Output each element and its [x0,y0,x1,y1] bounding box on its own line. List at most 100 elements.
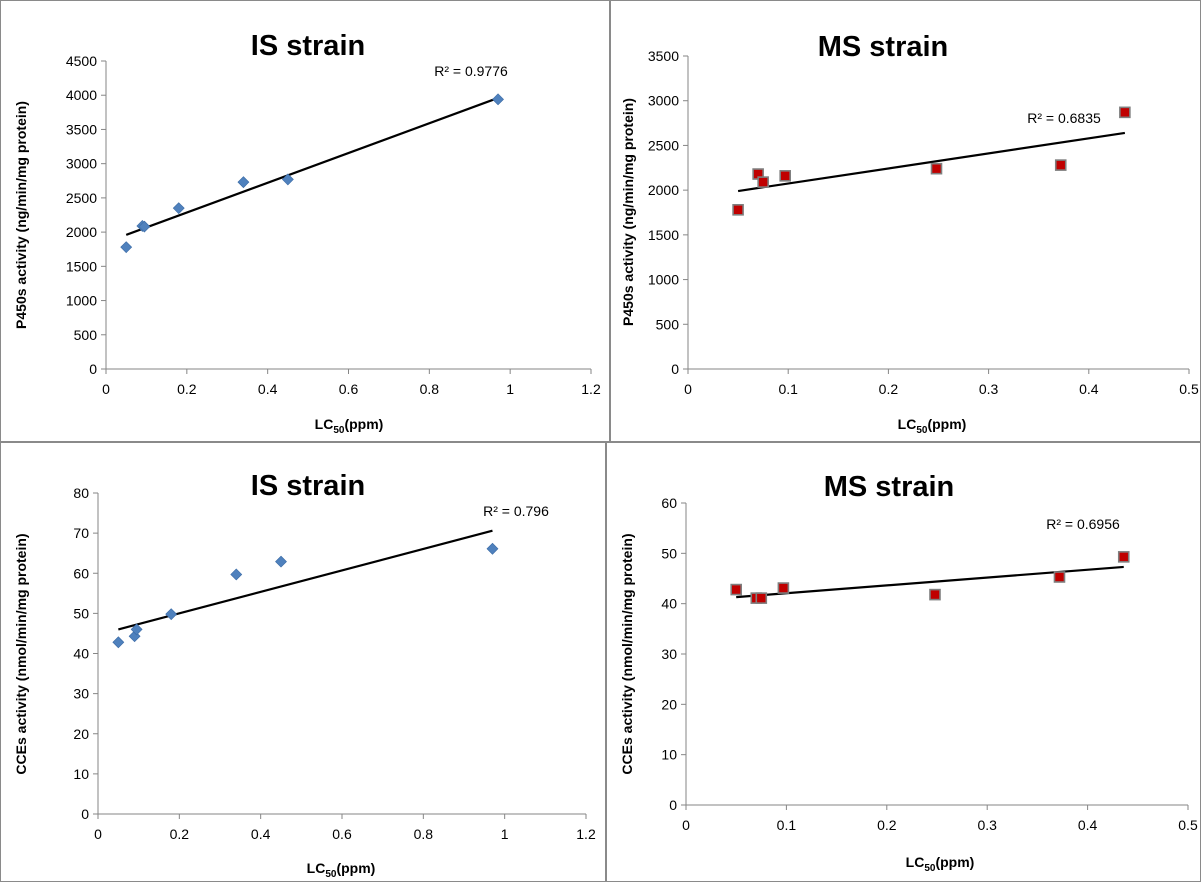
y-tick-label: 1000 [66,293,97,309]
x-axis-label: LC50(ppm) [315,416,384,436]
y-tick-label: 4000 [66,87,97,103]
data-point [112,636,125,649]
x-tick-label: 0.1 [778,381,798,397]
data-point [1117,551,1130,563]
y-tick-label: 1500 [66,258,97,274]
r-squared-label: R² = 0.6956 [1046,516,1120,532]
y-tick-label: 3500 [648,48,679,64]
data-point [486,542,499,555]
chart-title: IS strain [251,30,365,62]
chart-svg-p450-is: IS strain 0 500 1000 1500 2000 2500 3000 3500 400… [13,30,601,436]
chart-title: IS strain [251,470,365,502]
chart-title: MS strain [818,31,949,63]
y-tick-label: 10 [73,766,89,782]
y-tick-label: 40 [73,646,89,662]
data-point [779,170,791,182]
y-tick-label: 60 [661,495,677,511]
y-tick-label: 0 [671,361,679,377]
data-point [130,623,143,636]
x-axis-label: LC50(ppm) [307,860,376,880]
data-point [237,176,250,189]
y-tick-label: 500 [74,327,98,343]
x-tick-label: 0.3 [977,817,997,833]
y-tick-label: 40 [661,596,677,612]
y-tick-label: 2000 [648,182,679,198]
chart-svg-cce-ms: MS strain 0 10 20 30 40 50 60 0 0.1 0.2 0.3 0.4 0.5 R²… [619,471,1198,874]
data-point [120,241,133,254]
y-tick-label: 50 [73,605,89,621]
x-tick-label: 0.6 [339,381,359,397]
y-axis-label: P450s activity (ng/min/mg protein) [620,98,636,326]
data-point [732,204,744,216]
x-tick-label: 0 [94,826,102,842]
y-tick-label: 3000 [66,156,97,172]
chart-panel-cce-ms: MS strain 0 10 20 30 40 50 60 0 0.1 0.2 0.3 0.4 0.5 R²… [606,442,1201,882]
data-point [1119,106,1131,119]
x-tick-label: 0.6 [332,826,352,842]
y-tick-label: 4500 [66,53,97,69]
r-squared-label: R² = 0.6835 [1027,110,1101,126]
y-axis-label: P450s activity (ng/min/mg protein) [13,101,29,329]
x-tick-label: 0.5 [1179,381,1199,397]
trendline [737,131,1126,193]
x-tick-label: 0.2 [177,381,197,397]
x-tick-label: 0.4 [1079,381,1099,397]
x-tick-label: 0.2 [170,826,190,842]
y-tick-label: 2500 [648,137,679,153]
data-point [275,555,287,568]
x-axis-label: LC50(ppm) [906,854,975,874]
chart-panel-p450-ms: MS strain 0 500 1000 1500 2000 2500 3000 3500 0 0.… [610,0,1201,442]
r-squared-label: R² = 0.9776 [434,63,508,79]
x-tick-label: 0.8 [414,826,434,842]
y-tick-label: 3500 [66,121,97,137]
data-point [1054,159,1067,171]
data-point [929,588,941,601]
data-point [281,173,294,186]
y-tick-label: 0 [89,361,97,377]
data-point [165,608,178,621]
y-tick-label: 80 [73,485,89,501]
x-tick-label: 0.3 [979,381,999,397]
y-tick-label: 3000 [648,93,679,109]
x-axis-label: LC50(ppm) [898,416,967,436]
x-tick-label: 0.4 [251,826,271,842]
x-tick-label: 0 [684,381,692,397]
y-tick-label: 20 [661,696,677,712]
x-tick-label: 0.4 [1078,817,1098,833]
data-point [930,162,943,175]
y-tick-label: 50 [661,545,677,561]
x-tick-label: 1 [506,381,514,397]
y-tick-label: 500 [656,316,680,332]
y-tick-label: 0 [81,806,89,822]
x-tick-label: 1 [501,826,509,842]
x-tick-label: 1.2 [581,381,601,397]
y-tick-label: 30 [73,686,89,702]
y-tick-label: 1000 [648,272,679,288]
trendline [118,529,493,631]
y-tick-label: 70 [73,525,89,541]
y-tick-label: 0 [669,797,677,813]
x-tick-label: 0.8 [420,381,440,397]
y-tick-label: 20 [73,726,89,742]
chart-panel-cce-is: IS strain 0 10 20 30 40 50 60 70 80 0 0.2 0.4 0.6 0.8 1… [0,442,606,882]
data-point [777,582,790,594]
y-tick-label: 60 [73,565,89,581]
y-tick-label: 2500 [66,190,97,206]
y-tick-label: 10 [661,747,677,763]
data-point [172,202,185,215]
chart-title: MS strain [824,471,955,503]
y-axis-label: CCEs activity (nmol/min/mg protein) [13,533,29,774]
data-point [492,93,504,106]
x-tick-label: 0 [102,381,110,397]
data-point [757,176,769,188]
data-point [730,583,742,596]
y-tick-label: 2000 [66,224,97,240]
data-point [138,220,151,233]
x-tick-label: 0.2 [877,817,897,833]
x-tick-label: 0.1 [777,817,797,833]
y-tick-label: 30 [661,646,677,662]
chart-panel-p450-is: IS strain 0 500 1000 1500 2000 2500 3000 3500 400… [0,0,610,442]
chart-svg-cce-is: IS strain 0 10 20 30 40 50 60 70 80 0 0.2 0.4 0.6 0.8 1… [13,470,596,880]
r-squared-label: R² = 0.796 [483,503,549,519]
x-tick-label: 0.5 [1178,817,1198,833]
